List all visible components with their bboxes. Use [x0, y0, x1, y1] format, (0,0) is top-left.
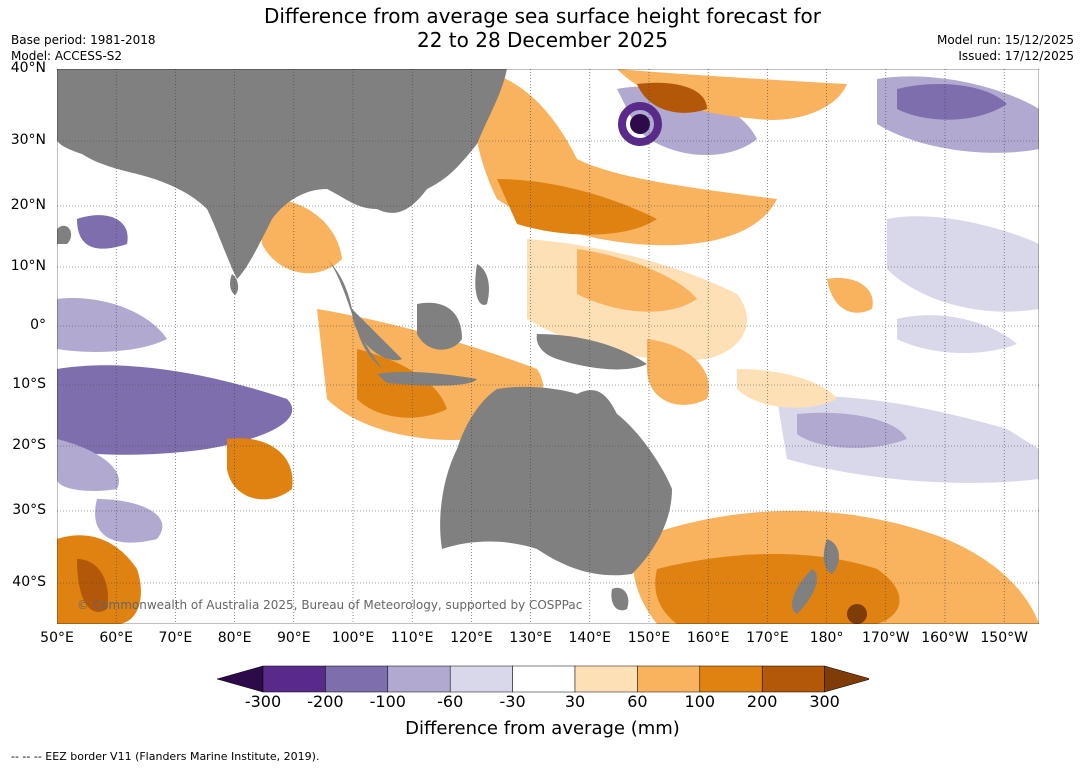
longitude-label: 160°E: [686, 630, 730, 646]
title-line-2: 22 to 28 December 2025: [416, 28, 668, 52]
longitude-label: 50°E: [40, 630, 74, 646]
longitude-label: 100°E: [331, 630, 375, 646]
longitude-label: 180°: [809, 630, 844, 646]
latitude-label: 10°N: [10, 258, 46, 274]
sri-lanka: [230, 274, 239, 295]
longitude-label: 170°E: [746, 630, 789, 646]
tasmania: [611, 587, 629, 611]
latitude-label: 40°S: [12, 574, 46, 590]
colorbar-tick-label: -60: [437, 692, 464, 711]
latitude-label: 20°N: [10, 197, 46, 213]
longitude-label: 110°E: [390, 630, 434, 646]
longitude-label: 120°E: [450, 630, 493, 646]
longitude-label: 80°E: [217, 630, 252, 646]
south-island-nz: [792, 569, 817, 614]
longitude-label: 140°E: [568, 630, 612, 646]
north-island-nz: [823, 539, 839, 574]
colorbar-segment: [761, 665, 825, 693]
model-run: Model run: 15/12/2025: [936, 33, 1074, 47]
longitude-label: 70°E: [158, 630, 193, 646]
colorbar-label: Difference from average (mm): [405, 718, 680, 739]
colorbar-segment: [699, 665, 763, 693]
colorbar-tick-label: -30: [499, 692, 526, 711]
negative-anomaly-regions: [57, 76, 1039, 543]
map-title: Difference from average sea surface heig…: [0, 4, 1085, 52]
eez-footnote: -- -- -- EEZ border V11 (Flanders Marine…: [11, 750, 320, 763]
colorbar-tick-label: 30: [564, 692, 586, 711]
java: [377, 371, 477, 386]
philippines: [475, 264, 489, 305]
colorbar-extend-low: [217, 665, 264, 693]
latitude-label: 40°N: [10, 60, 46, 76]
longitude-label: 150°E: [627, 630, 671, 646]
longitude-label: 150°W: [980, 630, 1028, 646]
colorbar-segment: [387, 665, 451, 693]
colorbar-segment: [325, 665, 389, 693]
colorbar-segment: [637, 665, 701, 693]
graticule: [57, 69, 1039, 624]
colorbar-tick-label: -200: [307, 692, 344, 711]
title-line-1: Difference from average sea surface heig…: [263, 4, 822, 28]
arabia-tip: [57, 225, 72, 244]
latitude-label: 30°S: [12, 502, 46, 518]
colorbar-segment: [262, 665, 326, 693]
sea-height-map: © Commonwealth of Australia 2025, Bureau…: [57, 69, 1039, 624]
latitude-label: 10°S: [12, 376, 46, 392]
colorbar-tick-label: 200: [746, 692, 778, 711]
longitude-label: 90°E: [276, 630, 311, 646]
colorbar-segment: [449, 665, 513, 693]
colorbar-segment: [512, 665, 576, 693]
colorbar-tick-label: 60: [627, 692, 648, 711]
australia: [440, 386, 672, 576]
colorbar-tick-label: -100: [369, 692, 406, 711]
asia-landmass: [57, 69, 507, 279]
colorbar-tick-label: 300: [809, 692, 840, 711]
latitude-label: 20°S: [12, 437, 46, 453]
longitude-label: 160°W: [921, 630, 969, 646]
longitude-label: 60°E: [99, 630, 134, 646]
copyright-notice: © Commonwealth of Australia 2025, Bureau…: [77, 598, 582, 612]
meta-left: Base period: 1981-2018 Model: ACCESS-S2: [11, 32, 156, 64]
colorbar-extend-high: [824, 665, 869, 693]
colorbar-tick-label: -300: [244, 692, 282, 711]
issued-date: Issued: 17/12/2025: [958, 49, 1074, 63]
longitude-label: 170°W: [862, 630, 910, 646]
longitude-label: 130°E: [509, 630, 552, 646]
sumatra: [352, 309, 402, 361]
latitude-label: 30°N: [10, 132, 46, 148]
model-name: Model: ACCESS-S2: [11, 49, 123, 63]
colorbar: [217, 665, 869, 693]
new-guinea: [536, 334, 647, 370]
base-period: Base period: 1981-2018: [11, 33, 156, 47]
borneo: [417, 302, 462, 350]
latitude-label: 0°: [30, 317, 46, 333]
land-masses: [57, 69, 839, 614]
colorbar-segment: [574, 665, 638, 693]
colorbar-tick-label: 100: [684, 692, 716, 711]
meta-right: Model run: 15/12/2025 Issued: 17/12/2025: [937, 32, 1074, 64]
